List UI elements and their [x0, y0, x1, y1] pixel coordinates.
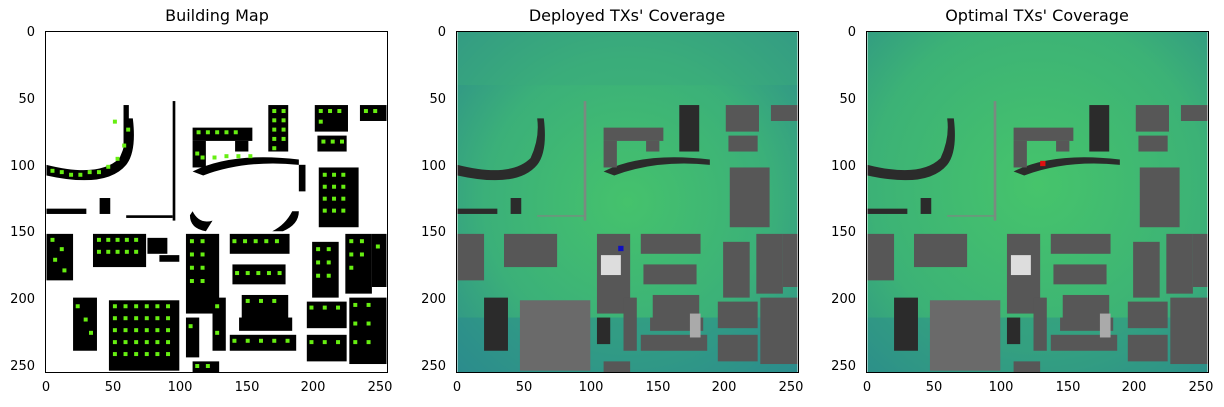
y-tick: 100: [10, 159, 35, 174]
x-tick: 250: [367, 380, 393, 395]
x-tick: 0: [452, 380, 462, 395]
x-tick: 50: [515, 380, 533, 395]
panel-title: Deployed TXs' Coverage: [528, 6, 726, 25]
y-tick: 50: [839, 92, 856, 107]
x-tick: 0: [41, 380, 51, 395]
x-tick: 150: [234, 380, 260, 395]
optimal-coverage-image: [866, 31, 1209, 373]
x-tick: 150: [645, 380, 671, 395]
x-tick: 150: [1055, 380, 1081, 395]
optimal-tx-marker: [1040, 160, 1046, 167]
y-tick: 50: [18, 92, 35, 107]
building-map-svg: [46, 32, 387, 372]
deployed-coverage-image: [456, 31, 799, 373]
x-tick: 200: [711, 380, 737, 395]
y-tick: 150: [10, 225, 35, 240]
panel-title: Building Map: [165, 6, 269, 25]
y-tick: 50: [429, 92, 446, 107]
y-tick: 100: [831, 159, 856, 174]
y-tick: 0: [437, 25, 446, 40]
coverage-map-svg: [867, 32, 1208, 372]
y-tick: 0: [847, 25, 856, 40]
y-tick: 250: [421, 359, 446, 374]
panel-title: Optimal TXs' Coverage: [945, 6, 1129, 25]
x-tick: 0: [862, 380, 872, 395]
y-tick: 200: [10, 292, 35, 307]
y-tick: 0: [26, 25, 35, 40]
building-map-image: [45, 31, 388, 373]
x-tick: 50: [104, 380, 122, 395]
x-tick: 250: [778, 380, 804, 395]
x-tick: 100: [578, 380, 604, 395]
x-tick: 200: [300, 380, 326, 395]
x-tick: 200: [1121, 380, 1147, 395]
coverage-map-svg: [457, 32, 798, 372]
deployed-tx-marker: [618, 245, 624, 252]
y-tick: 150: [831, 225, 856, 240]
x-tick: 100: [167, 380, 193, 395]
y-tick: 150: [421, 225, 446, 240]
y-tick: 250: [10, 359, 35, 374]
y-tick: 250: [831, 359, 856, 374]
x-tick: 250: [1188, 380, 1214, 395]
x-tick: 100: [988, 380, 1014, 395]
y-tick: 200: [831, 292, 856, 307]
y-tick: 100: [421, 159, 446, 174]
y-tick: 200: [421, 292, 446, 307]
x-tick: 50: [925, 380, 943, 395]
